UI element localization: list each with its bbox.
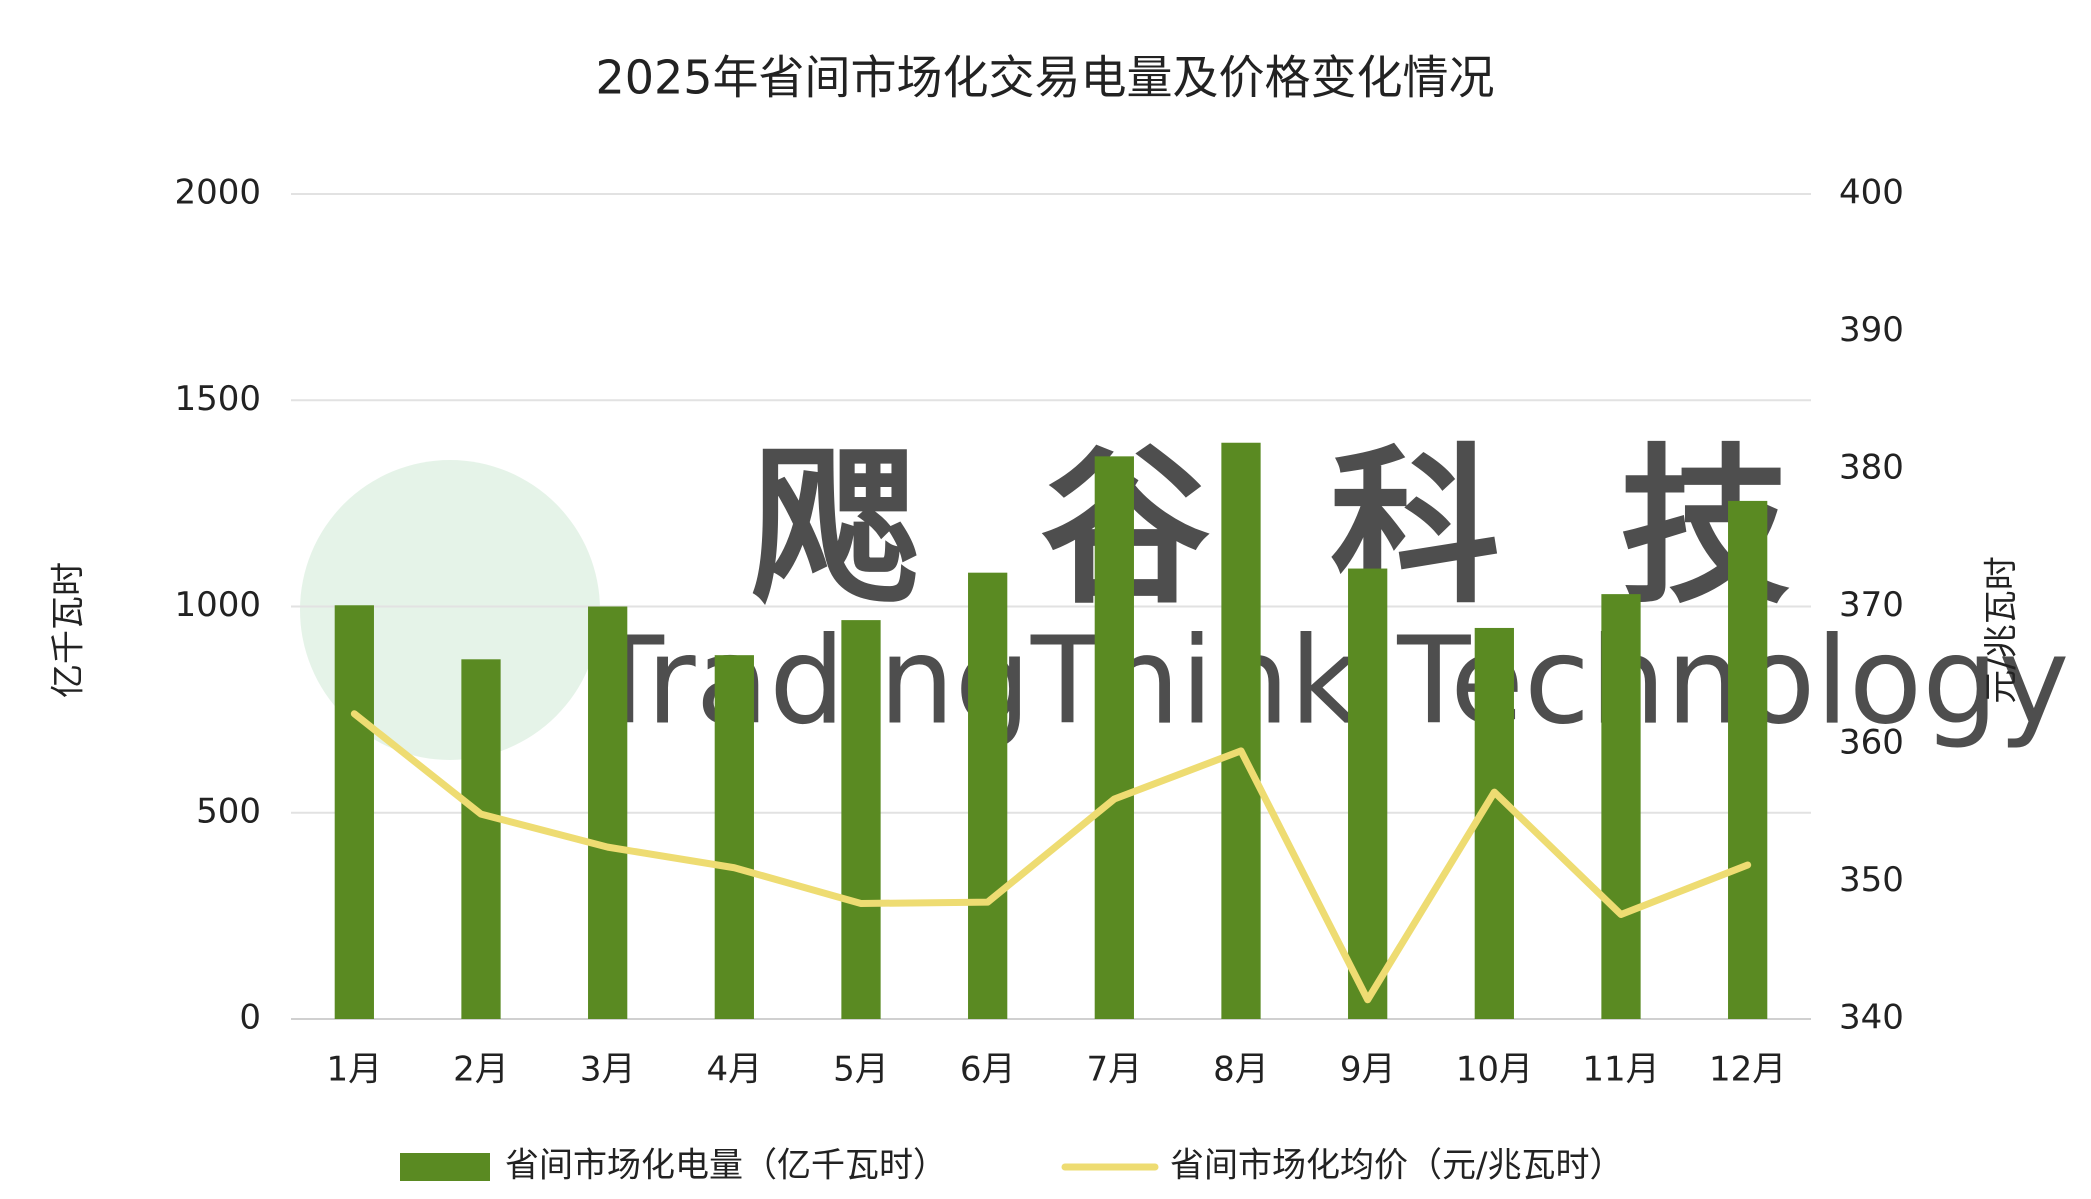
bar — [334, 605, 374, 1019]
y-tick-label: 1500 — [174, 379, 261, 419]
y-tick-label: 2000 — [174, 173, 261, 213]
x-tick-label: 6月 — [960, 1050, 1016, 1090]
bar — [1094, 456, 1134, 1020]
x-tick-label: 9月 — [1340, 1050, 1396, 1090]
x-tick-label: 3月 — [580, 1050, 636, 1090]
line — [350, 710, 1752, 1004]
x-tick-label: 4月 — [707, 1050, 763, 1090]
y2-axis-label: 元/兆瓦时 — [1982, 556, 2022, 703]
y2-tick-label: 350 — [1839, 860, 1904, 900]
x-tick-label: 12月 — [1709, 1050, 1786, 1090]
y2-tick-label: 360 — [1839, 723, 1904, 763]
bar — [841, 620, 881, 1019]
y2-tick-label: 400 — [1839, 173, 1904, 213]
y-tick-label: 500 — [196, 791, 261, 831]
bar — [1221, 442, 1261, 1019]
y2-tick-label: 370 — [1839, 585, 1904, 625]
bar — [1728, 500, 1768, 1019]
y2-tick-label: 340 — [1839, 998, 1904, 1038]
x-tick-label: 1月 — [327, 1050, 383, 1090]
bar — [588, 606, 628, 1019]
x-tick-label: 7月 — [1087, 1050, 1143, 1090]
x-tick-label: 10月 — [1456, 1050, 1533, 1090]
x-tick-label: 8月 — [1213, 1050, 1269, 1090]
bar — [461, 659, 501, 1019]
bar — [968, 572, 1008, 1019]
legend-swatch — [400, 1153, 490, 1181]
watermark-logo — [300, 460, 600, 760]
bar — [714, 655, 754, 1019]
x-tick-label: 5月 — [833, 1050, 889, 1090]
y2-tick-label: 380 — [1839, 448, 1904, 488]
bar — [1474, 627, 1514, 1019]
y2-tick-label: 390 — [1839, 310, 1904, 350]
legend-label: 省间市场化均价（元/兆瓦时） — [1170, 1146, 1623, 1186]
chart-title: 2025年省间市场化交易电量及价格变化情况 — [595, 51, 1494, 105]
x-tick-label: 11月 — [1582, 1050, 1659, 1090]
watermark-subtext: TradingThink Technology — [590, 613, 2070, 752]
legend-label: 省间市场化电量（亿千瓦时） — [505, 1146, 947, 1186]
y-axis-label: 亿千瓦时 — [49, 562, 89, 698]
y-tick-label: 0 — [239, 998, 261, 1038]
bar — [1348, 568, 1388, 1019]
bar — [1601, 594, 1641, 1019]
y-tick-label: 1000 — [174, 585, 261, 625]
x-tick-label: 2月 — [453, 1050, 509, 1090]
